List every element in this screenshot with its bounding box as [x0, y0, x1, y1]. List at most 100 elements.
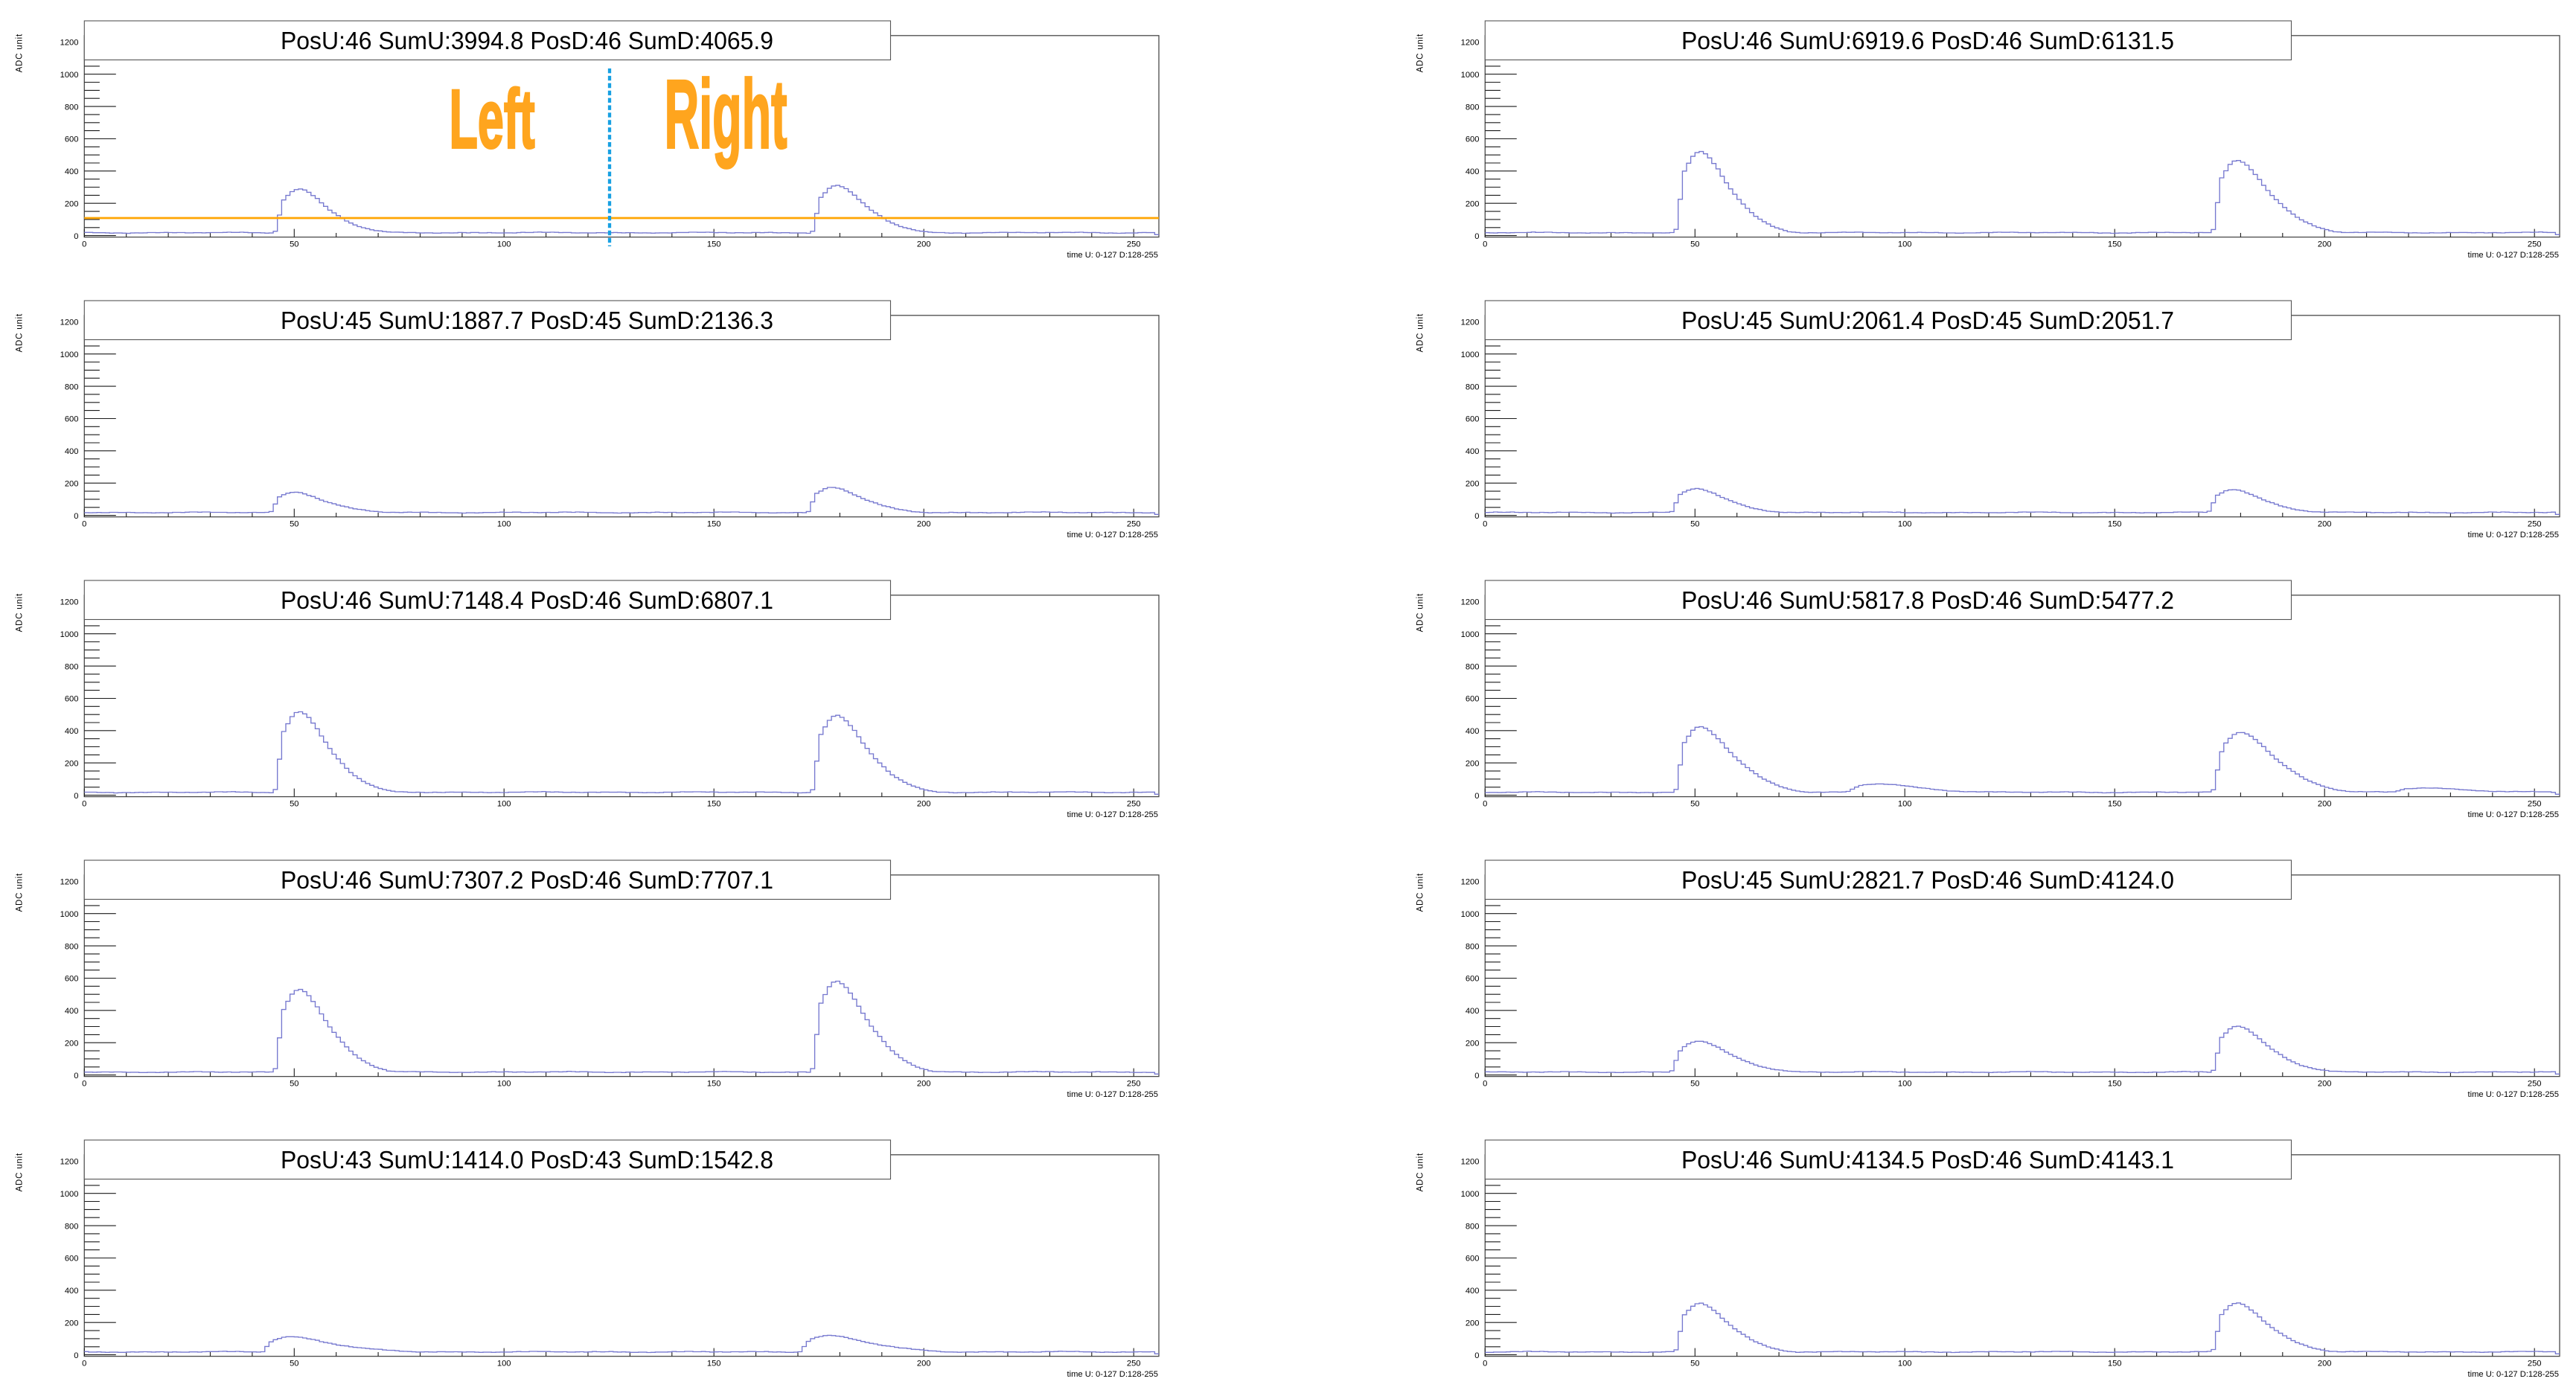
- svg-text:200: 200: [1466, 199, 1480, 208]
- svg-text:1200: 1200: [60, 1158, 79, 1167]
- svg-text:800: 800: [1466, 662, 1480, 671]
- svg-text:800: 800: [65, 382, 79, 391]
- svg-text:0: 0: [82, 240, 86, 249]
- svg-text:800: 800: [1466, 1222, 1480, 1231]
- svg-text:time U: 0-127 D:128-255: time U: 0-127 D:128-255: [1067, 1370, 1158, 1379]
- svg-text:ADC unit: ADC unit: [1416, 873, 1425, 912]
- svg-text:Left: Left: [450, 74, 535, 167]
- svg-text:50: 50: [1690, 520, 1699, 529]
- svg-text:PosU:46 SumU:3994.8 PosD:46 Su: PosU:46 SumU:3994.8 PosD:46 SumD:4065.9: [281, 27, 773, 54]
- svg-text:100: 100: [497, 1080, 511, 1089]
- svg-text:1000: 1000: [1461, 1190, 1480, 1199]
- svg-text:200: 200: [917, 1080, 931, 1089]
- svg-text:0: 0: [82, 1080, 86, 1089]
- svg-text:ADC unit: ADC unit: [1416, 593, 1425, 632]
- svg-text:1200: 1200: [1461, 598, 1480, 607]
- svg-text:400: 400: [65, 727, 79, 736]
- svg-text:100: 100: [1898, 1080, 1912, 1089]
- svg-text:400: 400: [65, 1287, 79, 1296]
- svg-text:150: 150: [707, 1080, 721, 1089]
- svg-text:1000: 1000: [1461, 71, 1480, 80]
- svg-text:400: 400: [1466, 727, 1480, 736]
- svg-text:0: 0: [1483, 1360, 1487, 1368]
- svg-text:50: 50: [1690, 800, 1699, 809]
- svg-text:250: 250: [2528, 1080, 2542, 1089]
- svg-text:0: 0: [74, 1072, 78, 1081]
- svg-text:400: 400: [1466, 167, 1480, 176]
- svg-text:0: 0: [1483, 520, 1487, 529]
- svg-text:Right: Right: [665, 60, 787, 169]
- svg-text:1000: 1000: [60, 630, 79, 639]
- svg-text:1000: 1000: [1461, 350, 1480, 359]
- svg-text:time U: 0-127 D:128-255: time U: 0-127 D:128-255: [2467, 531, 2559, 540]
- svg-text:250: 250: [1127, 240, 1141, 249]
- svg-text:1200: 1200: [60, 878, 79, 887]
- svg-text:250: 250: [1127, 1360, 1141, 1368]
- svg-text:400: 400: [1466, 1287, 1480, 1296]
- svg-text:0: 0: [1474, 792, 1479, 801]
- svg-text:1000: 1000: [1461, 630, 1480, 639]
- svg-text:ADC unit: ADC unit: [1416, 1153, 1425, 1191]
- svg-text:50: 50: [290, 800, 298, 809]
- svg-text:600: 600: [1466, 415, 1480, 424]
- svg-text:250: 250: [1127, 520, 1141, 529]
- svg-text:200: 200: [65, 759, 79, 768]
- svg-text:600: 600: [65, 695, 79, 704]
- svg-text:200: 200: [65, 479, 79, 488]
- svg-text:0: 0: [1474, 232, 1479, 241]
- svg-text:200: 200: [917, 800, 931, 809]
- svg-text:100: 100: [497, 240, 511, 249]
- svg-text:ADC unit: ADC unit: [1416, 313, 1425, 352]
- svg-text:1200: 1200: [1461, 318, 1480, 327]
- svg-text:400: 400: [1466, 1007, 1480, 1016]
- svg-text:50: 50: [290, 1360, 298, 1368]
- svg-text:800: 800: [65, 662, 79, 671]
- svg-text:0: 0: [1483, 1080, 1487, 1089]
- svg-text:200: 200: [1466, 479, 1480, 488]
- svg-text:600: 600: [1466, 695, 1480, 704]
- svg-text:ADC unit: ADC unit: [16, 873, 25, 912]
- svg-text:time U: 0-127 D:128-255: time U: 0-127 D:128-255: [1067, 1090, 1158, 1099]
- svg-text:600: 600: [1466, 1255, 1480, 1264]
- svg-text:1200: 1200: [60, 318, 79, 327]
- svg-text:200: 200: [65, 1319, 79, 1328]
- svg-text:200: 200: [1466, 1319, 1480, 1328]
- svg-text:100: 100: [497, 1360, 511, 1368]
- svg-text:100: 100: [497, 800, 511, 809]
- svg-text:200: 200: [1466, 1039, 1480, 1048]
- svg-text:50: 50: [1690, 1080, 1699, 1089]
- svg-text:150: 150: [2108, 520, 2122, 529]
- svg-text:PosU:45 SumU:2821.7 PosD:46 Su: PosU:45 SumU:2821.7 PosD:46 SumD:4124.0: [1681, 866, 2174, 894]
- svg-text:400: 400: [1466, 447, 1480, 456]
- svg-text:800: 800: [65, 942, 79, 951]
- svg-text:1000: 1000: [1461, 910, 1480, 919]
- svg-text:50: 50: [290, 520, 298, 529]
- svg-text:50: 50: [290, 240, 298, 249]
- svg-text:100: 100: [497, 520, 511, 529]
- svg-text:1000: 1000: [60, 910, 79, 919]
- svg-text:0: 0: [1474, 1351, 1479, 1360]
- svg-text:1000: 1000: [60, 71, 79, 80]
- svg-text:150: 150: [707, 520, 721, 529]
- svg-text:250: 250: [2528, 520, 2542, 529]
- svg-text:200: 200: [2318, 520, 2332, 529]
- svg-text:0: 0: [74, 792, 78, 801]
- svg-text:100: 100: [1898, 1360, 1912, 1368]
- svg-text:600: 600: [65, 415, 79, 424]
- svg-text:PosU:46 SumU:4134.5 PosD:46 Su: PosU:46 SumU:4134.5 PosD:46 SumD:4143.1: [1681, 1146, 2174, 1174]
- svg-text:0: 0: [1483, 800, 1487, 809]
- svg-text:400: 400: [65, 447, 79, 456]
- svg-text:200: 200: [2318, 240, 2332, 249]
- svg-text:800: 800: [1466, 103, 1480, 112]
- svg-text:0: 0: [82, 520, 86, 529]
- svg-text:time U: 0-127 D:128-255: time U: 0-127 D:128-255: [1067, 531, 1158, 540]
- svg-text:0: 0: [74, 232, 78, 241]
- svg-text:ADC unit: ADC unit: [16, 593, 25, 632]
- svg-text:200: 200: [917, 520, 931, 529]
- svg-text:800: 800: [1466, 942, 1480, 951]
- svg-text:PosU:45 SumU:2061.4 PosD:45 Su: PosU:45 SumU:2061.4 PosD:45 SumD:2051.7: [1681, 307, 2174, 334]
- svg-text:800: 800: [65, 1222, 79, 1231]
- svg-text:1000: 1000: [60, 1190, 79, 1199]
- svg-text:150: 150: [2108, 240, 2122, 249]
- svg-text:PosU:46 SumU:7148.4 PosD:46 Su: PosU:46 SumU:7148.4 PosD:46 SumD:6807.1: [281, 586, 773, 614]
